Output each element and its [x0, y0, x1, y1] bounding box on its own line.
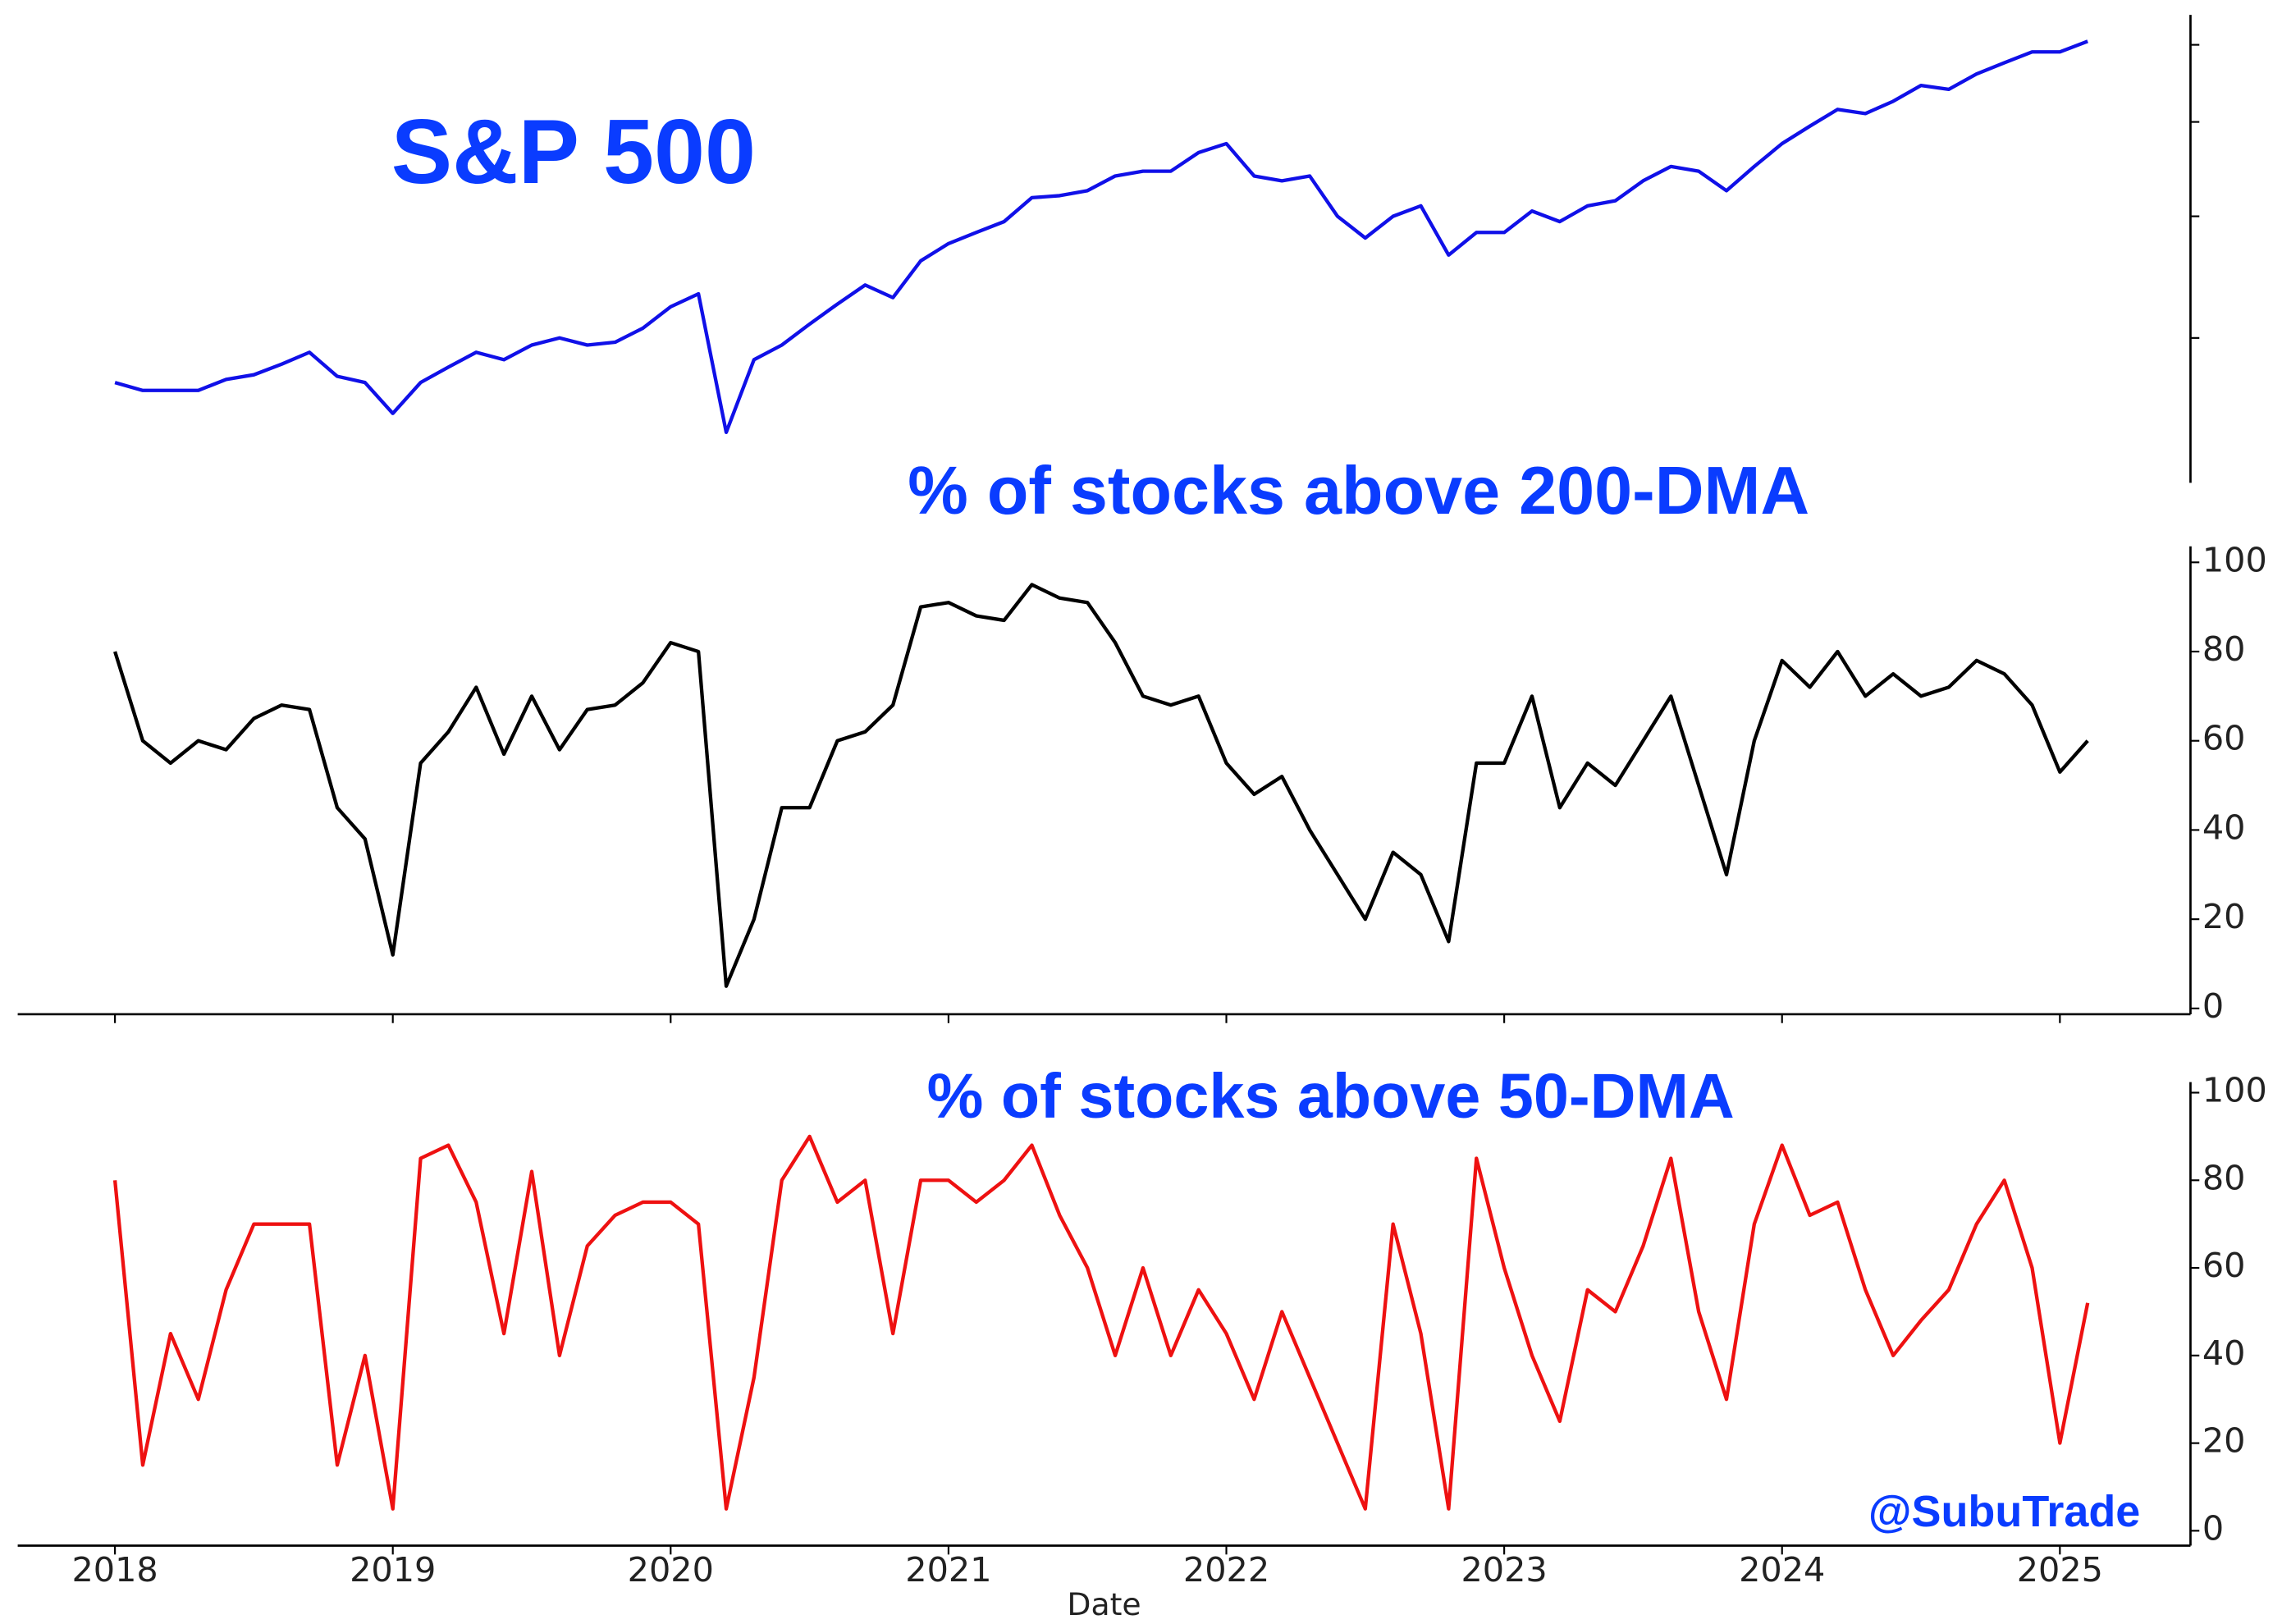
y-tick-label: 40	[2202, 807, 2246, 847]
line-series	[114, 39, 2088, 435]
annotation: @SubuTrade	[1868, 1487, 2140, 1536]
chart-title: % of stocks above 50-DMA	[927, 1061, 1735, 1132]
y-tick-label: 80	[2202, 629, 2246, 669]
x-tick-label: 2020	[628, 1550, 714, 1590]
chart-title: S&P 500	[391, 100, 756, 203]
y-tick-label: 60	[2202, 719, 2246, 758]
x-tick-label: 2024	[1739, 1550, 1825, 1590]
x-tick-label: 2025	[2017, 1550, 2103, 1590]
y-tick-label: 80	[2202, 1158, 2246, 1197]
x-tick-label: 2019	[350, 1550, 436, 1590]
x-axis-label: Date	[1067, 1586, 1141, 1622]
x-tick-label: 2022	[1183, 1550, 1269, 1590]
y-tick-label: 0	[2202, 1508, 2224, 1548]
y-tick-label: 20	[2202, 897, 2246, 936]
y-tick-label: 100	[2202, 540, 2267, 579]
y-tick-label: 100	[2202, 1070, 2267, 1109]
y-tick-label: 60	[2202, 1246, 2246, 1285]
chart-title: % of stocks above 200-DMA	[908, 452, 1809, 528]
y-tick-label: 40	[2202, 1334, 2246, 1373]
line-series	[112, 1134, 2090, 1511]
x-tick-label: 2021	[905, 1550, 991, 1590]
x-tick-label: 2018	[71, 1550, 158, 1590]
x-tick-label: 2023	[1461, 1550, 1547, 1590]
line-series	[113, 583, 2089, 988]
y-tick-label: 0	[2202, 986, 2224, 1026]
y-tick-label: 20	[2202, 1421, 2246, 1461]
